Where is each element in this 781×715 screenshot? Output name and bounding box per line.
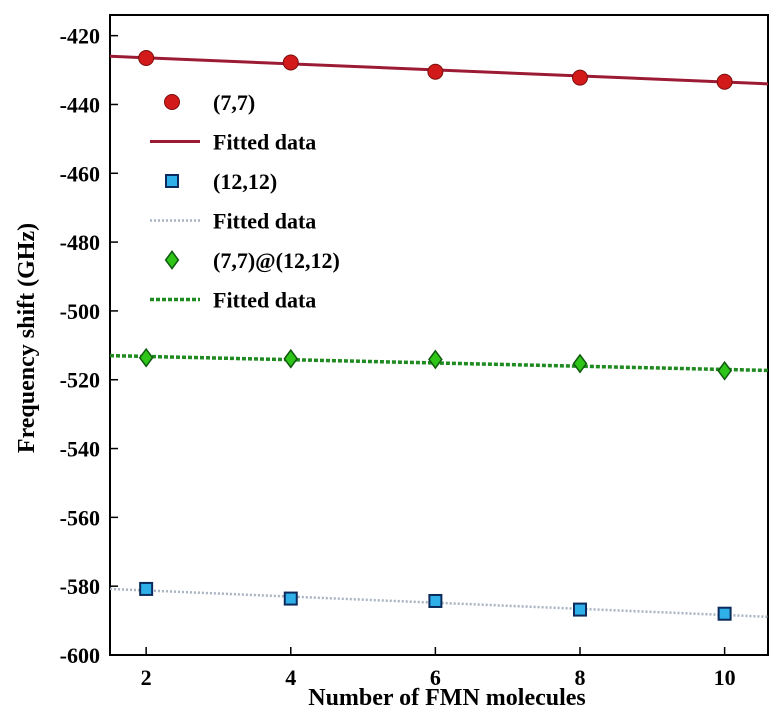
legend-marker xyxy=(164,94,180,110)
legend-label: Fitted data xyxy=(213,209,316,234)
data-point xyxy=(139,581,154,596)
data-point xyxy=(428,349,443,370)
data-point xyxy=(283,591,298,606)
x-tick-label: 6 xyxy=(430,665,441,690)
data-point xyxy=(572,353,588,374)
fit-line xyxy=(109,353,769,373)
legend-label: Fitted data xyxy=(213,288,316,313)
y-tick-label: -460 xyxy=(60,161,100,186)
legend-marker xyxy=(164,250,180,270)
plot-frame xyxy=(109,14,769,656)
y-tick-label: -580 xyxy=(60,574,100,599)
y-tick-label: -520 xyxy=(60,368,100,393)
x-tick-label: 4 xyxy=(285,665,296,690)
y-tick-label: -440 xyxy=(60,92,100,117)
data-point xyxy=(717,360,732,381)
data-point xyxy=(572,69,588,86)
legend-label: (7,7) xyxy=(213,90,255,115)
legend-label: (12,12) xyxy=(213,169,277,194)
data-point xyxy=(573,602,587,617)
y-tick-label: -500 xyxy=(60,299,100,324)
y-tick-label: -560 xyxy=(60,505,100,530)
y-tick-label: -480 xyxy=(60,230,100,255)
legend-label: Fitted data xyxy=(213,130,316,155)
data-point xyxy=(138,50,155,67)
y-tick-label: -600 xyxy=(60,643,100,668)
data-point xyxy=(427,63,444,80)
plot-area-border xyxy=(109,14,769,656)
x-tick-label: 2 xyxy=(141,665,152,690)
data-point xyxy=(428,593,443,608)
fit-lines xyxy=(109,54,769,619)
y-tick-label: -540 xyxy=(60,437,100,462)
x-tick-label: 10 xyxy=(714,665,736,690)
data-point xyxy=(717,606,732,621)
data-point xyxy=(138,347,154,368)
x-tick-label: 8 xyxy=(575,665,586,690)
y-tick-label: -420 xyxy=(60,24,100,49)
data-point xyxy=(282,54,299,71)
x-axis-title: Number of FMN molecules xyxy=(308,685,586,711)
data-markers xyxy=(138,50,733,621)
data-point xyxy=(283,348,299,369)
y-axis-title: Frequency shift (GHz) xyxy=(14,223,40,453)
legend: (7,7) Fitted data (12,12) Fitted data (7,7)@… xyxy=(150,90,340,313)
data-point xyxy=(716,73,733,90)
axis-ticks: 2 4 6 8 10 -420 -440 -460 -480 -500 -520 -540 -560 -5… xyxy=(60,24,736,690)
legend-marker xyxy=(165,174,179,188)
legend-label: (7,7)@(12,12) xyxy=(213,248,340,273)
